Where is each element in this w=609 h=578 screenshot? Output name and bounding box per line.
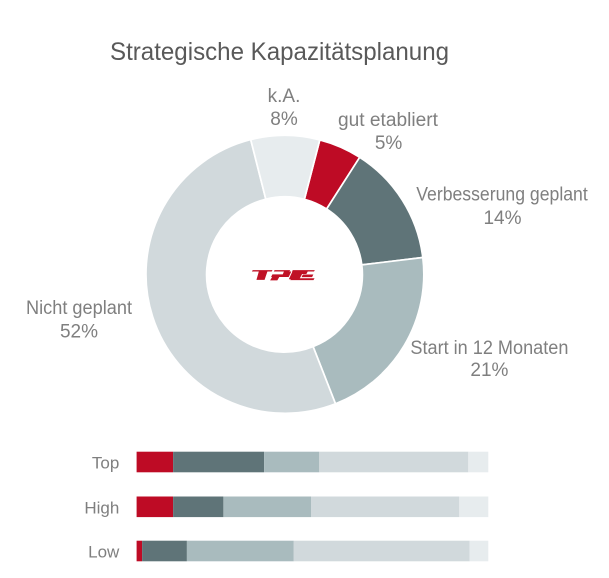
svg-text:Top: Top bbox=[92, 454, 119, 473]
svg-text:Strategische Kapazitätsplanung: Strategische Kapazitätsplanung bbox=[110, 38, 449, 66]
svg-text:Start in 12 Monaten: Start in 12 Monaten bbox=[410, 338, 568, 359]
svg-text:Nicht geplant: Nicht geplant bbox=[26, 298, 133, 319]
svg-text:8%: 8% bbox=[270, 109, 298, 130]
svg-text:k.A.: k.A. bbox=[268, 86, 301, 107]
svg-text:High: High bbox=[84, 498, 119, 517]
svg-text:21%: 21% bbox=[470, 360, 508, 381]
svg-text:5%: 5% bbox=[375, 133, 403, 154]
svg-text:52%: 52% bbox=[60, 322, 98, 343]
svg-text:gut etabliert: gut etabliert bbox=[338, 110, 439, 131]
svg-text:Verbesserung geplant: Verbesserung geplant bbox=[416, 184, 588, 205]
svg-text:14%: 14% bbox=[483, 208, 521, 229]
svg-text:Low: Low bbox=[88, 543, 120, 562]
